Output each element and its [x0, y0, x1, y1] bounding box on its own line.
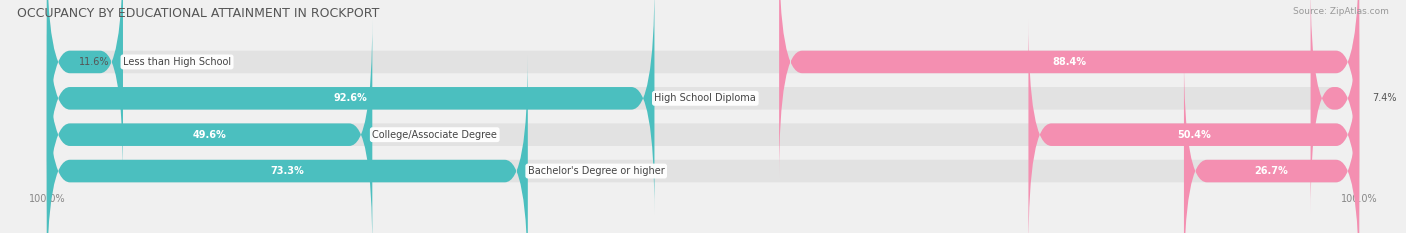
Text: High School Diploma: High School Diploma [654, 93, 756, 103]
FancyBboxPatch shape [46, 0, 1360, 178]
FancyBboxPatch shape [46, 55, 1360, 233]
FancyBboxPatch shape [1310, 0, 1360, 214]
Text: 88.4%: 88.4% [1052, 57, 1085, 67]
FancyBboxPatch shape [46, 55, 527, 233]
FancyBboxPatch shape [46, 0, 654, 214]
FancyBboxPatch shape [46, 19, 373, 233]
Text: 7.4%: 7.4% [1372, 93, 1396, 103]
Text: OCCUPANCY BY EDUCATIONAL ATTAINMENT IN ROCKPORT: OCCUPANCY BY EDUCATIONAL ATTAINMENT IN R… [17, 7, 380, 20]
FancyBboxPatch shape [46, 0, 122, 178]
Text: 49.6%: 49.6% [193, 130, 226, 140]
Text: Source: ZipAtlas.com: Source: ZipAtlas.com [1294, 7, 1389, 16]
Text: 73.3%: 73.3% [270, 166, 304, 176]
FancyBboxPatch shape [46, 19, 1360, 233]
Text: Bachelor's Degree or higher: Bachelor's Degree or higher [527, 166, 665, 176]
Text: 11.6%: 11.6% [79, 57, 110, 67]
Text: College/Associate Degree: College/Associate Degree [373, 130, 498, 140]
FancyBboxPatch shape [1184, 55, 1360, 233]
FancyBboxPatch shape [779, 0, 1360, 178]
FancyBboxPatch shape [1028, 19, 1360, 233]
Text: 50.4%: 50.4% [1177, 130, 1211, 140]
FancyBboxPatch shape [46, 0, 1360, 214]
Text: 92.6%: 92.6% [333, 93, 367, 103]
Text: 26.7%: 26.7% [1254, 166, 1288, 176]
Text: Less than High School: Less than High School [122, 57, 231, 67]
